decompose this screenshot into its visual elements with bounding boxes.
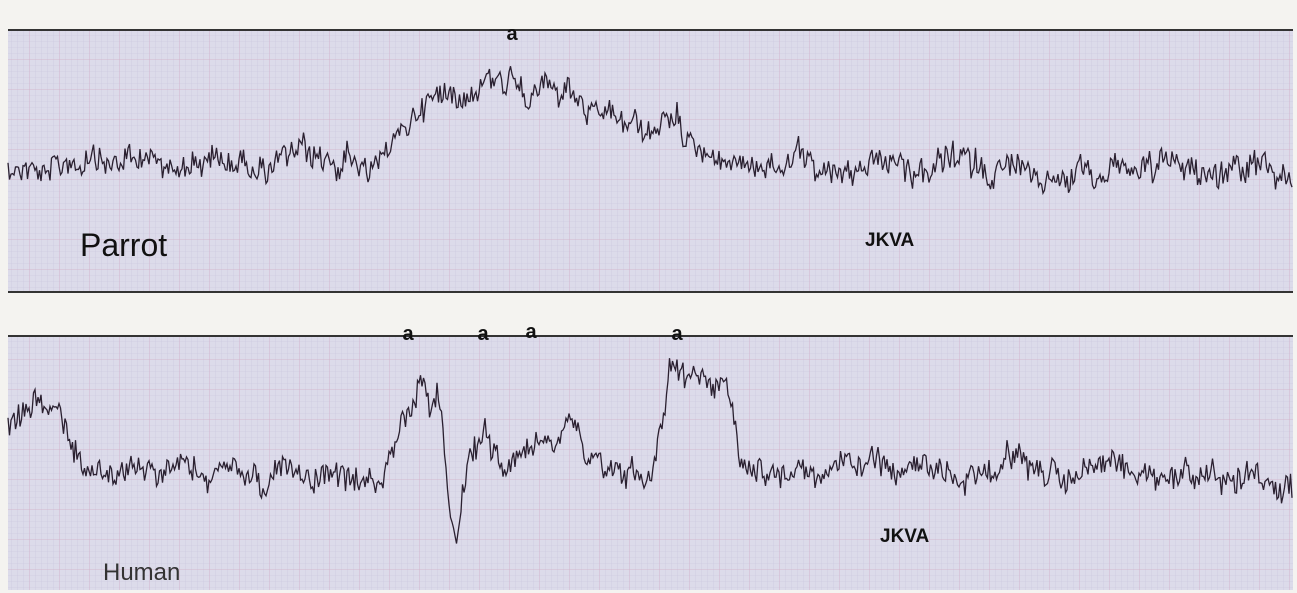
panel-human: a a a a Human JKVA (7, 321, 1293, 590)
subject-label: Parrot (80, 227, 167, 263)
initials: JKVA (880, 526, 930, 547)
marker: a (477, 323, 489, 345)
trace (7, 66, 1293, 196)
marker: a (525, 321, 537, 343)
panel-parrot: a Parrot JKVA (7, 23, 1293, 293)
marker: a (671, 323, 683, 345)
initials: JKVA (865, 230, 915, 251)
grid (8, 336, 1293, 590)
trace (7, 358, 1293, 544)
marker: a (402, 323, 414, 345)
marker: a (506, 23, 518, 45)
subject-label: Human (103, 559, 180, 586)
